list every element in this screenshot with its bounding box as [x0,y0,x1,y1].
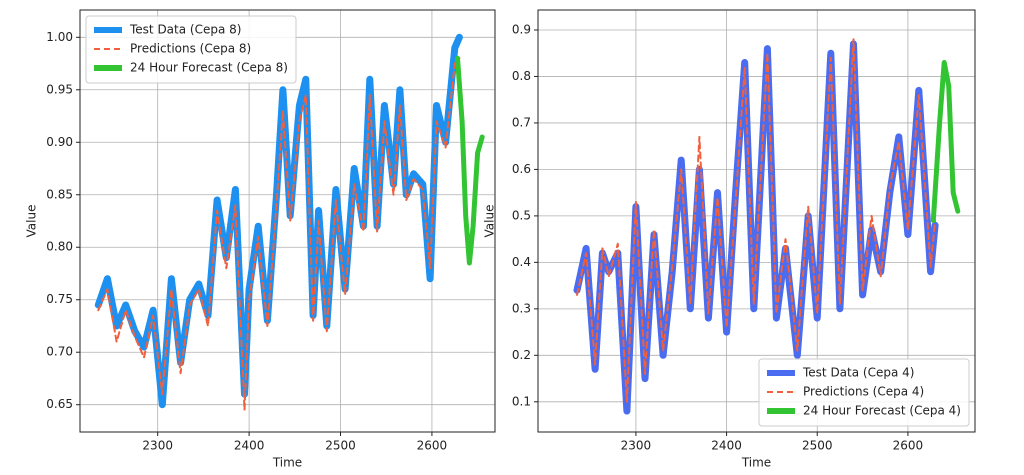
y-tick-label: 0.1 [512,394,531,408]
legend-label: Predictions (Cepa 4) [803,385,924,399]
x-tick-label: 2500 [802,439,833,453]
legend-label: Predictions (Cepa 8) [130,42,251,56]
x-tick-label: 2400 [711,439,742,453]
y-tick-label: 0.80 [46,240,73,254]
series-line [455,55,485,266]
y-axis-label: Value [483,205,497,238]
y-tick-label: 0.75 [46,292,73,306]
y-axis-label: Value [25,205,39,238]
y-tick-label: 0.90 [46,135,73,149]
series-line [573,40,939,415]
series-line [576,38,937,403]
x-tick-label: 2400 [234,439,265,453]
y-tick-label: 0.2 [512,348,531,362]
x-tick-label: 2600 [417,439,448,453]
y-tick-label: 1.00 [46,30,73,44]
plot-frame [79,9,496,433]
x-axis-label: Time [272,456,302,470]
series-line [930,60,961,223]
plot-frame [537,9,976,433]
x-tick-label: 2600 [893,439,924,453]
series-line [97,57,461,411]
legend-label: 24 Hour Forecast (Cepa 4) [803,404,961,418]
y-tick-label: 0.70 [46,345,73,359]
series-line [94,33,463,409]
y-tick-label: 0.85 [46,187,73,201]
legend-label: 24 Hour Forecast (Cepa 8) [130,61,288,75]
legend-box [85,15,297,84]
x-axis-label: Time [741,456,771,470]
legend-label: Test Data (Cepa 8) [129,23,241,37]
legend-label: Test Data (Cepa 4) [802,366,914,380]
y-tick-label: 0.6 [512,162,531,176]
y-tick-label: 0.95 [46,82,73,96]
y-tick-label: 0.4 [512,255,531,269]
x-tick-label: 2500 [325,439,356,453]
legend-box [758,358,970,427]
y-tick-label: 0.9 [512,22,531,36]
y-tick-label: 0.5 [512,208,531,222]
y-tick-label: 0.65 [46,397,73,411]
y-tick-label: 0.8 [512,69,531,83]
y-tick-label: 0.7 [512,115,531,129]
x-tick-label: 2300 [142,439,173,453]
y-tick-label: 0.3 [512,301,531,315]
x-tick-label: 2300 [621,439,652,453]
